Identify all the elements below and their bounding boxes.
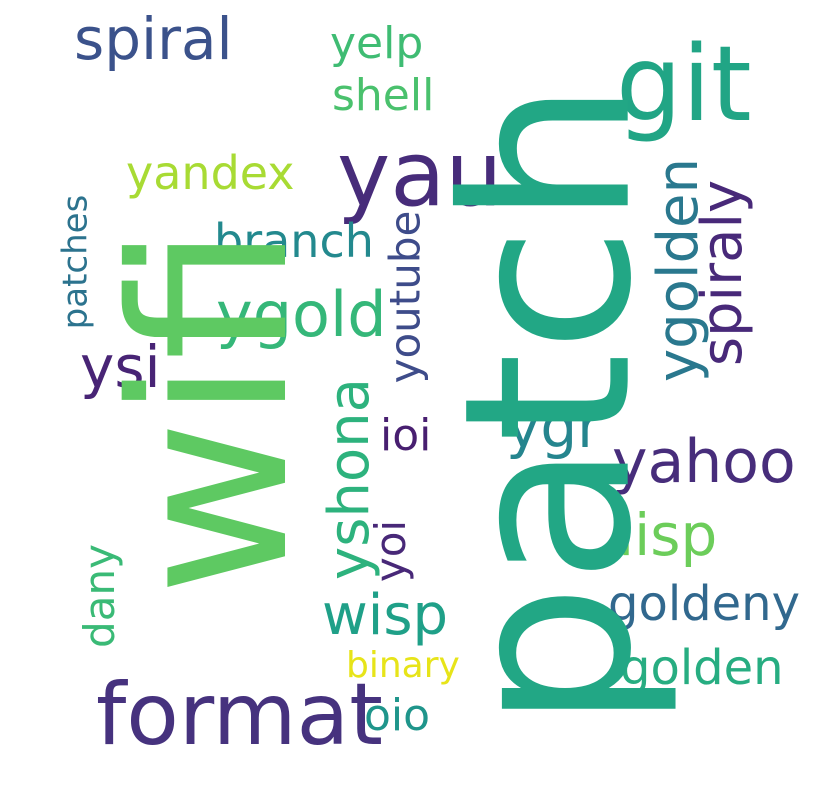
word-yelp: yelp	[330, 18, 424, 69]
word-ysi: ysi	[80, 333, 161, 401]
word-goldeny: goldeny	[608, 576, 800, 632]
word-lisp: lisp	[618, 501, 718, 569]
word-dany: dany	[74, 544, 124, 648]
word-youtube: youtube	[380, 210, 430, 384]
word-patch: patch	[415, 80, 683, 730]
word-git: git	[616, 23, 752, 145]
word-ioi: ioi	[380, 410, 432, 461]
word-oio: oio	[364, 690, 431, 741]
word-format: format	[96, 665, 383, 765]
word-golden: golden	[620, 640, 784, 696]
word-patches: patches	[55, 194, 96, 330]
word-yoi: yoi	[366, 519, 416, 583]
word-binary: binary	[346, 645, 460, 686]
word-shell: shell	[332, 70, 435, 121]
word-ygolden: ygolden	[646, 158, 711, 382]
word-wifi: wifi	[85, 224, 337, 597]
word-yahoo: yahoo	[612, 427, 796, 497]
word-ygr: ygr	[506, 393, 601, 461]
word-branch: branch	[214, 214, 374, 268]
word-ygold: ygold	[216, 278, 387, 351]
word-wisp: wisp	[322, 583, 449, 648]
word-yau: yau	[337, 122, 503, 227]
word-spiral: spiral	[74, 5, 233, 73]
word-yandex: yandex	[126, 146, 295, 200]
